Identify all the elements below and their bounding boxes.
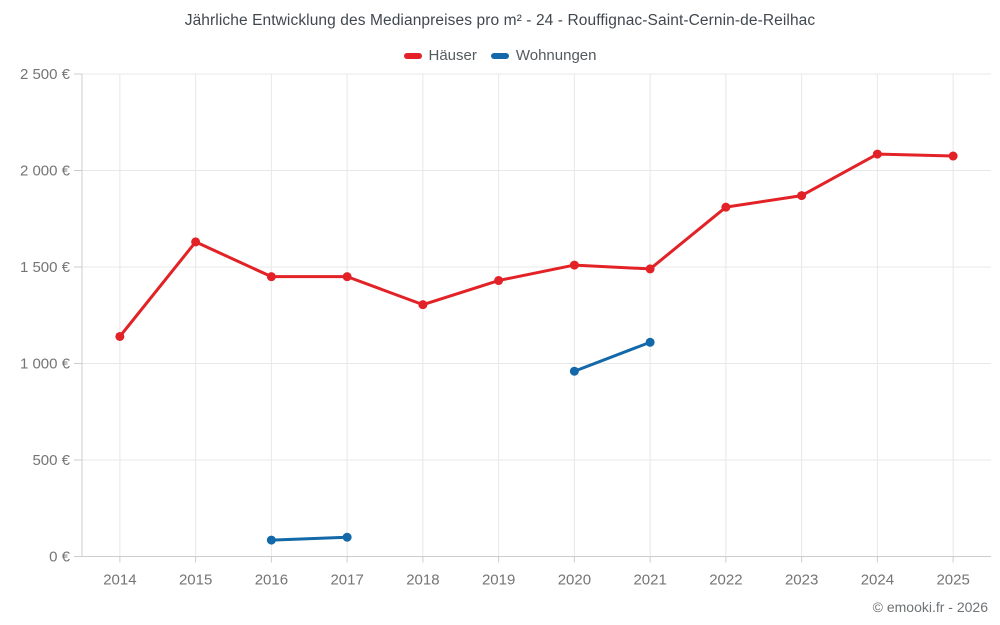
legend-swatch-wohnungen [490,52,509,59]
data-point-haeuser-2024[interactable] [872,149,882,159]
y-tick-label: 0 € [49,549,71,566]
legend-swatch-haeuser [403,52,422,59]
data-point-haeuser-2023[interactable] [797,191,807,201]
series-line-wohnungen [572,340,652,373]
y-tick-label: 1 500 € [20,259,71,276]
x-tick-label: 2022 [709,572,742,589]
y-tick-label: 500 € [32,452,70,469]
x-tick-label: 2025 [936,572,969,589]
x-tick-label: 2020 [558,572,591,589]
y-tick-label: 2 000 € [20,163,71,180]
data-point-haeuser-2021[interactable] [645,264,655,274]
x-tick-label: 2019 [482,572,515,589]
legend-item-wohnungen[interactable]: Wohnungen [490,47,597,64]
data-point-haeuser-2020[interactable] [569,260,579,270]
data-point-haeuser-2022[interactable] [721,202,731,212]
chart-title: Jährliche Entwicklung des Medianpreises … [184,12,816,29]
x-tick-label: 2014 [103,572,136,589]
copyright: © emooki.fr - 2026 [872,599,988,615]
data-point-haeuser-2018[interactable] [418,300,428,310]
data-point-haeuser-2019[interactable] [494,276,504,286]
data-point-haeuser-2025[interactable] [948,151,958,161]
x-tick-label: 2023 [785,572,818,589]
x-tick-label: 2017 [330,572,363,589]
data-point-wohnungen-2020[interactable] [569,366,579,376]
data-point-haeuser-2014[interactable] [115,331,125,341]
data-point-haeuser-2016[interactable] [266,272,276,282]
y-tick-label: 2 500 € [20,66,71,83]
data-point-haeuser-2015[interactable] [191,237,201,247]
data-point-wohnungen-2021[interactable] [645,337,655,347]
y-tick-label: 1 000 € [20,356,71,373]
legend: Häuser Wohnungen [0,47,1000,64]
x-tick-label: 2018 [406,572,439,589]
data-point-haeuser-2017[interactable] [342,272,352,282]
data-point-wohnungen-2016[interactable] [266,535,276,545]
data-point-wohnungen-2017[interactable] [342,532,352,542]
x-tick-label: 2021 [633,572,666,589]
series-line-haeuser [118,152,955,338]
legend-label-haeuser: Häuser [428,47,477,64]
x-tick-label: 2016 [255,572,288,589]
legend-label-wohnungen: Wohnungen [515,47,597,64]
x-tick-label: 2015 [179,572,212,589]
legend-item-haeuser[interactable]: Häuser [403,47,477,64]
x-tick-label: 2024 [861,572,894,589]
series-line-wohnungen [269,535,349,542]
